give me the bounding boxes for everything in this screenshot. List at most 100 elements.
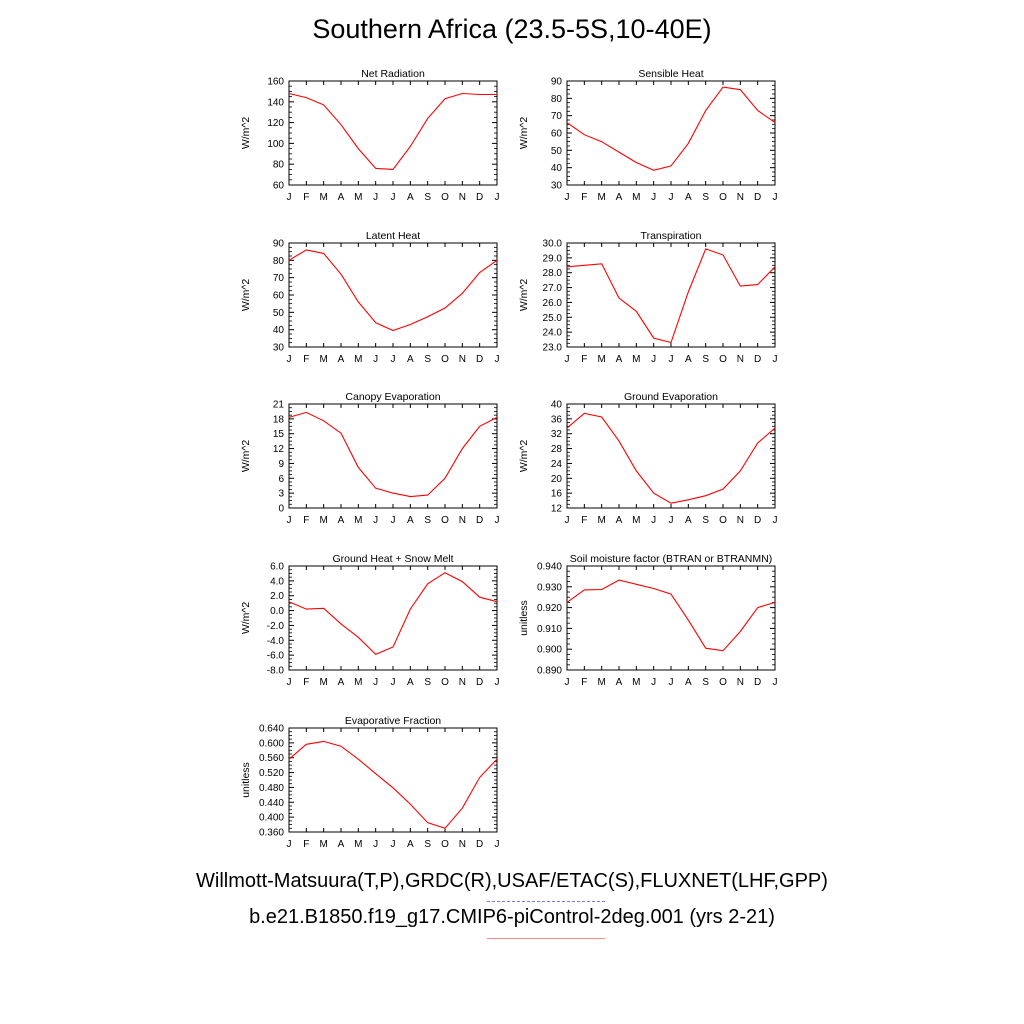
x-tick-label: N [459, 515, 466, 526]
page-title: Southern Africa (23.5-5S,10-40E) [312, 14, 712, 44]
y-tick-label: 21 [273, 400, 285, 411]
model-series-line [566, 248, 776, 344]
y-tick-label: 0.560 [259, 753, 284, 764]
y-tick-label: 27.0 [543, 283, 563, 294]
y-tick-label: 15 [273, 429, 285, 440]
x-tick-label: D [476, 515, 483, 526]
y-tick-label: 60 [273, 291, 285, 302]
x-tick-label: M [319, 354, 327, 365]
y-tick-label: 6 [278, 474, 284, 485]
x-tick-label: M [319, 192, 327, 203]
observations-legend-line [487, 901, 605, 902]
y-tick-label: 24.0 [543, 328, 563, 339]
y-tick-label: 40 [551, 163, 563, 174]
y-tick-label: 0.920 [537, 603, 562, 614]
plot-frame [288, 727, 498, 833]
y-tick-label: -8.0 [267, 666, 285, 677]
y-axis-label: unitless [240, 762, 252, 798]
x-tick-label: F [303, 515, 309, 526]
x-tick-label: J [391, 192, 396, 203]
y-tick-label: 40 [273, 325, 285, 336]
y-tick-label: 4.0 [270, 576, 284, 587]
x-tick-label: F [303, 839, 309, 850]
x-tick-label: J [773, 515, 778, 526]
panel-title: Ground Evaporation [624, 391, 718, 403]
y-tick-label: 80 [551, 94, 563, 105]
x-tick-label: J [565, 515, 570, 526]
x-tick-label: J [391, 677, 396, 688]
x-tick-label: S [424, 677, 431, 688]
y-tick-label: 32 [551, 429, 563, 440]
x-tick-label: D [476, 677, 483, 688]
x-tick-label: O [719, 515, 727, 526]
y-axis-label: W/m^2 [240, 602, 252, 635]
x-tick-label: A [338, 192, 345, 203]
model-series-line [566, 579, 776, 652]
footer-model-caption: b.e21.B1850.f19_g17.CMIP6-piControl-2deg… [249, 906, 775, 928]
x-tick-label: S [702, 354, 709, 365]
y-tick-label: 6.0 [270, 562, 284, 573]
x-tick-label: S [424, 354, 431, 365]
x-tick-label: M [632, 354, 640, 365]
x-tick-label: A [407, 677, 414, 688]
x-tick-label: J [373, 354, 378, 365]
plot-frame [566, 242, 776, 348]
x-tick-label: D [754, 192, 761, 203]
x-tick-label: M [632, 192, 640, 203]
x-tick-label: M [597, 354, 605, 365]
y-tick-label: 28 [551, 444, 563, 455]
x-tick-label: O [719, 677, 727, 688]
y-axis-label: W/m^2 [240, 440, 252, 473]
x-tick-label: J [669, 354, 674, 365]
x-tick-label: J [565, 192, 570, 203]
y-tick-label: 100 [267, 139, 284, 150]
y-axis-label: W/m^2 [240, 279, 252, 312]
x-tick-label: J [773, 354, 778, 365]
x-tick-label: A [685, 677, 692, 688]
panel-title: Latent Heat [366, 230, 420, 242]
x-tick-label: A [616, 515, 623, 526]
panel-title: Canopy Evaporation [345, 391, 440, 403]
x-tick-label: F [581, 515, 587, 526]
chart-panel-7: J F M A M J J A S O N D J-8.0-6.0-4.0-2.00.02.04.06.… [240, 553, 500, 688]
y-tick-label: 24 [551, 459, 563, 470]
x-tick-label: O [441, 839, 449, 850]
x-tick-label: D [754, 677, 761, 688]
y-tick-label: 29.0 [543, 253, 563, 264]
y-tick-label: 20 [551, 474, 563, 485]
y-tick-label: 0.440 [259, 798, 284, 809]
x-tick-label: S [702, 515, 709, 526]
model-series-line [288, 249, 498, 332]
x-tick-label: J [287, 839, 292, 850]
x-tick-label: J [373, 839, 378, 850]
chart-panel-9: J F M A M J J A S O N D J0.3600.4000.4400.4800.5200.… [240, 715, 500, 850]
x-tick-label: F [581, 677, 587, 688]
x-tick-label: N [737, 677, 744, 688]
x-tick-label: F [303, 354, 309, 365]
plot-frame [566, 403, 776, 509]
y-tick-label: 12 [551, 504, 563, 515]
x-tick-label: A [616, 192, 623, 203]
x-tick-label: A [407, 354, 414, 365]
x-tick-label: J [391, 839, 396, 850]
x-tick-label: D [754, 354, 761, 365]
y-tick-label: 0.890 [537, 666, 562, 677]
x-tick-label: J [495, 677, 500, 688]
x-tick-label: J [651, 354, 656, 365]
y-axis-label: W/m^2 [518, 440, 530, 473]
plot-frame [566, 80, 776, 186]
x-tick-label: A [407, 839, 414, 850]
x-tick-label: M [632, 515, 640, 526]
x-tick-label: A [616, 677, 623, 688]
y-tick-label: 0.910 [537, 624, 562, 635]
x-tick-label: J [773, 192, 778, 203]
x-tick-label: D [476, 192, 483, 203]
y-tick-label: 0.900 [537, 645, 562, 656]
y-tick-label: 0.640 [259, 724, 284, 735]
y-tick-label: 0.0 [270, 606, 284, 617]
y-tick-label: 25.0 [543, 313, 563, 324]
x-tick-label: J [669, 677, 674, 688]
x-tick-label: M [319, 515, 327, 526]
